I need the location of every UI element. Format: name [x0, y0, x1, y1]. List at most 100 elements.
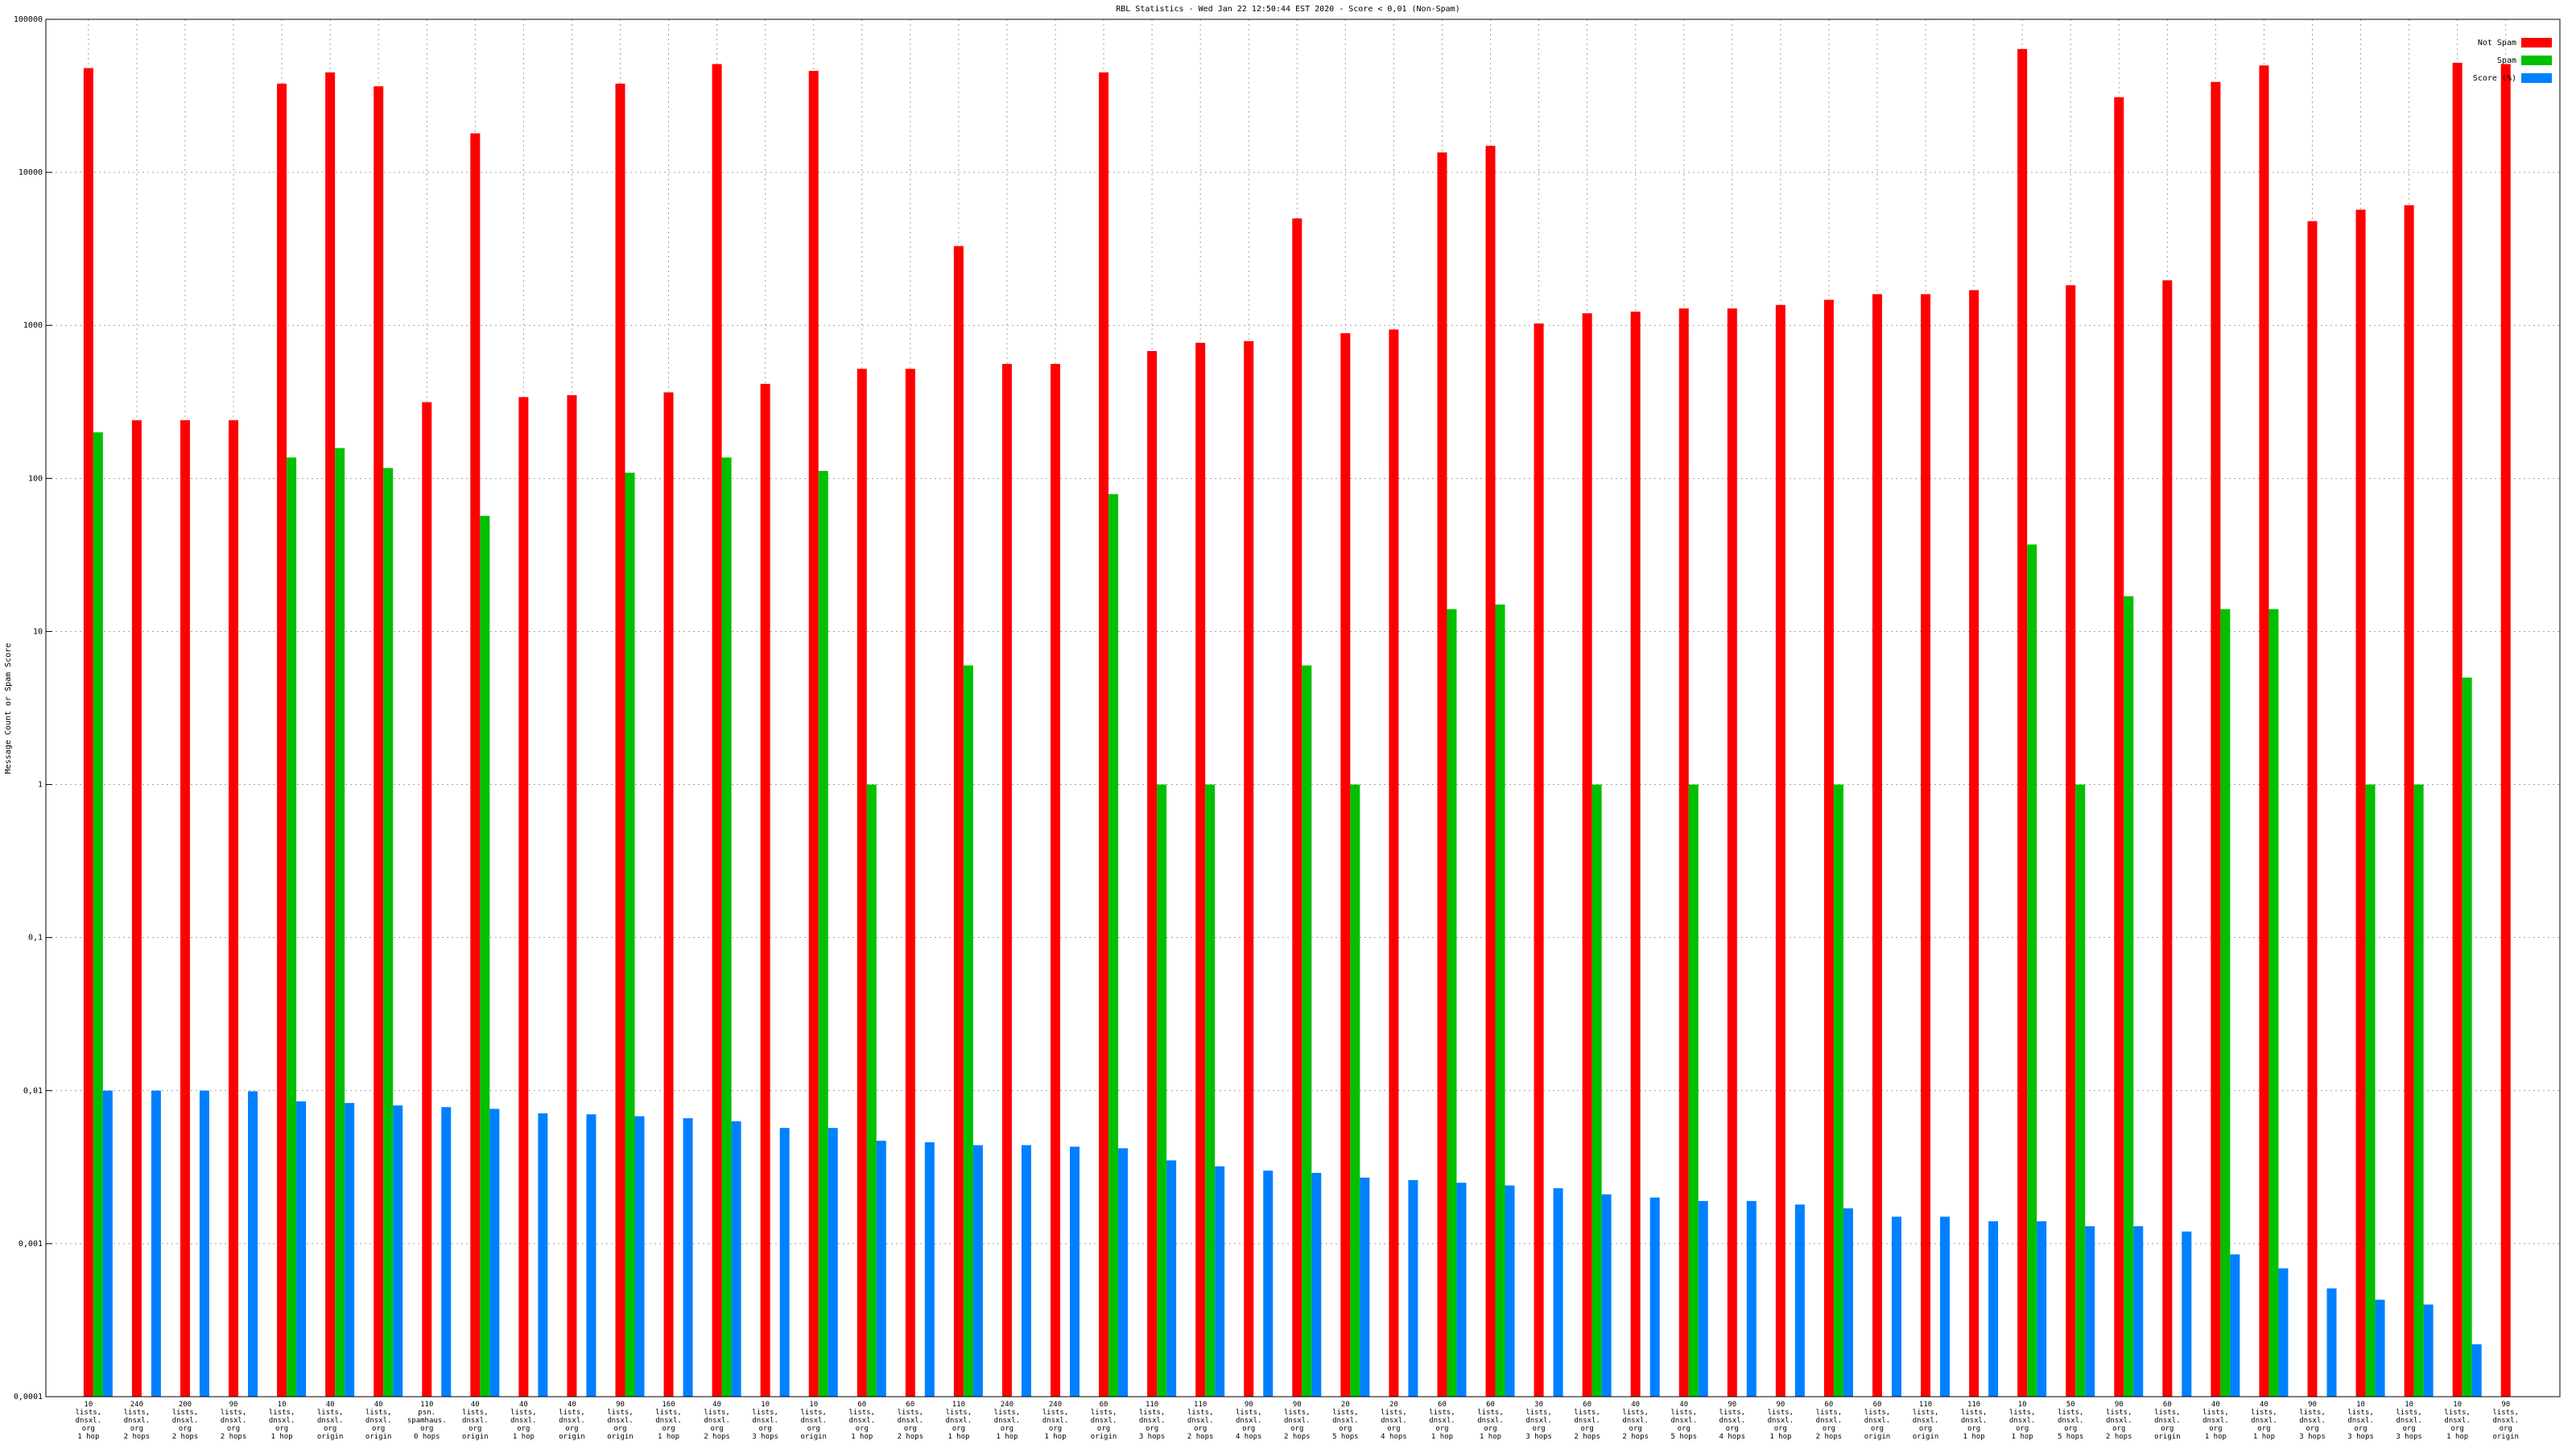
bar	[634, 1116, 645, 1397]
x-tick-label: 110 lists, dnsxl. org 3 hops	[1138, 1401, 1166, 1441]
bar	[2133, 1226, 2144, 1397]
bar	[1678, 308, 1689, 1397]
bar	[1630, 312, 1641, 1397]
bar	[1147, 351, 1158, 1397]
y-tick-label: 100	[28, 474, 43, 483]
x-tick-label: 60 lists, dnsxl. org origin	[1090, 1401, 1117, 1441]
bar	[1727, 308, 1737, 1397]
bar	[683, 1118, 693, 1397]
bar	[518, 397, 529, 1397]
bar	[277, 83, 287, 1397]
bar	[180, 420, 190, 1397]
bar	[199, 1090, 209, 1397]
bar	[615, 83, 625, 1397]
x-tick-label: 200 lists, dnsxl. org 2 hops	[171, 1401, 199, 1441]
bar	[2124, 596, 2134, 1397]
bar	[567, 394, 577, 1397]
x-tick-label: 90 lists, dnsxl. org 2 hops	[2106, 1401, 2132, 1441]
x-tick-label: 40 lists, dnsxl. org 2 hops	[1622, 1401, 1649, 1441]
bar	[2355, 209, 2366, 1397]
bar	[2326, 1288, 2337, 1397]
bar	[2307, 221, 2318, 1397]
bar	[1350, 784, 1360, 1397]
bar	[1001, 364, 1012, 1397]
x-tick-label: 60 lists, dnsxl. org 1 hop	[1477, 1401, 1504, 1441]
bar	[1205, 784, 1216, 1397]
bar	[1166, 1160, 1177, 1397]
x-tick-label: 110 psn. spamhaus. org 0 hops	[407, 1401, 447, 1441]
bar	[1311, 1172, 1322, 1397]
x-tick-label: 90 lists, dnsxl. org 2 hops	[1284, 1401, 1311, 1441]
bar	[1794, 1204, 1805, 1397]
bar	[2452, 62, 2462, 1397]
bar	[953, 246, 964, 1397]
bar	[712, 64, 722, 1397]
x-tick-label: 60 lists, dnsxl. org 2 hops	[1815, 1401, 1843, 1441]
bar	[1215, 1166, 1225, 1397]
y-axis-label: Message Count or Spam Score	[4, 643, 13, 774]
bar	[1988, 1221, 1999, 1397]
x-tick-label: 40 lists, dnsxl. org origin	[316, 1401, 344, 1441]
y-tick-label: 1000	[23, 321, 43, 330]
y-tick-label: 1	[38, 781, 43, 790]
bar	[441, 1107, 452, 1397]
plot-border	[45, 19, 2561, 1397]
x-tick-label: 40 lists, dnsxl. org 5 hops	[1670, 1401, 1697, 1441]
x-tick-label: 40 lists, dnsxl. org origin	[365, 1401, 392, 1441]
x-tick-label: 240 lists, dnsxl. org 1 hop	[1042, 1401, 1069, 1441]
y-tick-label: 10000	[19, 168, 43, 177]
x-tick-label: 20 lists, dnsxl. org 4 hops	[1381, 1401, 1407, 1441]
bar	[1649, 1197, 1660, 1397]
y-tick-label: 0,0001	[14, 1393, 43, 1402]
bar	[2066, 285, 2076, 1397]
x-tick-label: 110 lists, dnsxl. org 1 hop	[1960, 1401, 1988, 1441]
bar	[1157, 784, 1167, 1397]
y-tick-label: 0,1	[28, 934, 43, 943]
bar	[383, 468, 394, 1397]
bar	[2500, 64, 2511, 1397]
bar	[2423, 1304, 2434, 1397]
bar	[2220, 609, 2231, 1397]
bar	[2230, 1254, 2240, 1397]
bar	[721, 457, 732, 1397]
x-tick-label: 60 lists, dnsxl. org 2 hops	[1574, 1401, 1600, 1441]
bar	[2017, 48, 2028, 1397]
bar	[480, 515, 490, 1397]
x-tick-label: 90 lists, dnsxl. org 1 hop	[1767, 1401, 1794, 1441]
bar	[2268, 609, 2279, 1397]
bar	[1553, 1188, 1563, 1397]
bar	[1775, 304, 1785, 1397]
bar	[489, 1108, 500, 1397]
bar	[1495, 604, 1505, 1397]
x-tick-label: 60 lists, dnsxl. org 2 hops	[897, 1401, 924, 1441]
bar	[2114, 97, 2124, 1397]
bar	[2471, 1344, 2482, 1397]
bar	[102, 1090, 113, 1397]
y-tick-label: 0,001	[19, 1240, 43, 1249]
x-tick-label: 90 lists, dnsxl. org origin	[2492, 1401, 2519, 1441]
bar	[1456, 1183, 1467, 1397]
bar	[876, 1141, 886, 1397]
y-tick-label: 0,01	[23, 1087, 43, 1096]
bar	[1408, 1179, 1418, 1397]
bar	[1051, 364, 1061, 1397]
bar	[1447, 609, 1457, 1397]
bar	[972, 1145, 983, 1397]
bar	[2037, 1221, 2047, 1397]
bar	[760, 383, 770, 1397]
bar	[83, 68, 93, 1397]
bar	[325, 72, 336, 1397]
x-tick-label: 110 lists, dnsxl. org 2 hops	[1187, 1401, 1214, 1441]
bar	[93, 432, 103, 1397]
bar	[1833, 784, 1843, 1397]
bar	[345, 1103, 355, 1397]
bar	[1940, 1216, 1951, 1397]
bar	[470, 133, 481, 1397]
bar	[963, 665, 973, 1397]
x-tick-label: 90 lists, dnsxl. org 3 hops	[2299, 1401, 2326, 1441]
bar	[248, 1091, 258, 1397]
x-tick-label: 90 lists, dnsxl. org 2 hops	[220, 1401, 247, 1441]
bar	[2278, 1268, 2289, 1397]
bar	[2162, 280, 2173, 1397]
